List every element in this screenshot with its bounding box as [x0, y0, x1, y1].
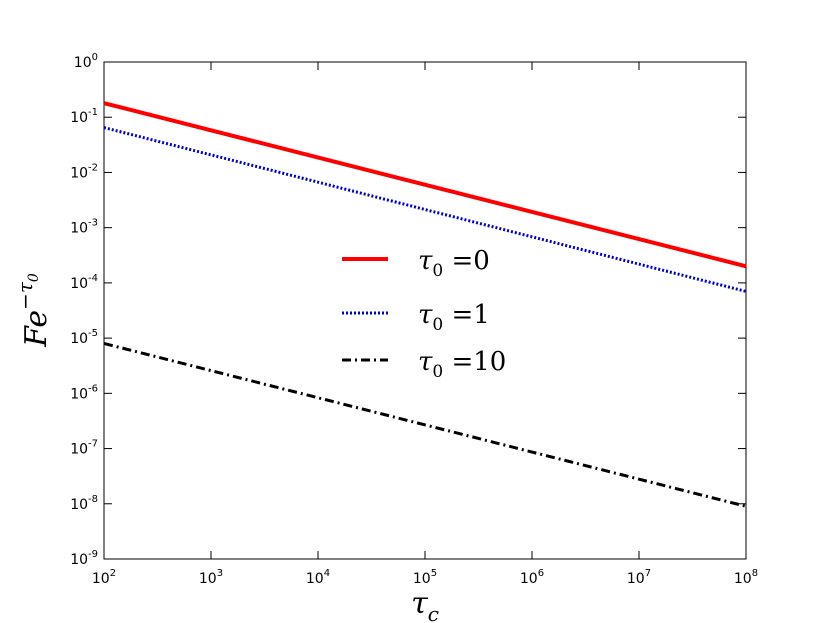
x-tick-label: 102	[92, 568, 116, 587]
y-tick-label: 10-5	[70, 328, 98, 347]
x-tick-label: 105	[413, 568, 437, 587]
y-tick-label: 10-4	[70, 273, 98, 292]
series-line-2	[103, 126, 747, 293]
x-tick-label: 106	[520, 568, 544, 587]
legend-item: τ0 =10	[342, 347, 506, 382]
x-tick-label: 104	[306, 568, 330, 587]
legend-label: τ0 =10	[418, 347, 506, 382]
legend-item: τ0 =0	[342, 246, 490, 281]
y-tick-label: 10-3	[70, 218, 98, 237]
legend: τ0 =0 τ0 =1 τ0 =10	[342, 246, 506, 382]
x-tick-label: 107	[627, 568, 651, 587]
series-line-3	[103, 342, 747, 508]
legend-item: τ0 =1	[342, 300, 490, 335]
y-axis-ticks: 10-9 10-8 10-7 10-6 10-5 10-4 10-3 10-2 10-1 100	[70, 52, 746, 568]
y-tick-label: 10-1	[70, 107, 98, 126]
svg-text:Fe−τ0: Fe−τ0	[13, 273, 54, 348]
series-line-1	[103, 101, 747, 269]
x-axis-ticks: 102 103 104 105 106 107 108	[92, 62, 758, 587]
y-tick-label: 10-9	[70, 549, 98, 568]
legend-label: τ0 =1	[418, 300, 490, 335]
y-tick-label: 100	[74, 52, 98, 71]
y-axis-label: Fe−τ0	[13, 273, 54, 348]
x-tick-label: 103	[199, 568, 223, 587]
y-tick-label: 10-8	[70, 494, 98, 513]
legend-label: τ0 =0	[418, 246, 490, 281]
y-tick-label: 10-6	[70, 383, 98, 402]
x-tick-label: 108	[734, 568, 758, 587]
x-axis-label: τc	[411, 586, 439, 623]
series-layer	[103, 101, 747, 508]
y-tick-label: 10-7	[70, 439, 98, 458]
svg-text:τc: τc	[411, 586, 439, 623]
y-tick-label: 10-2	[70, 162, 98, 181]
